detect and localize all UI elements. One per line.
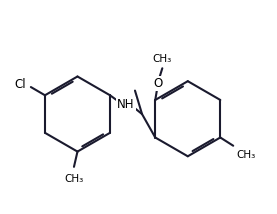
Text: CH₃: CH₃	[237, 150, 256, 160]
Text: CH₃: CH₃	[64, 174, 84, 184]
Text: NH: NH	[117, 98, 135, 111]
Text: CH₃: CH₃	[153, 54, 172, 64]
Text: Cl: Cl	[15, 78, 26, 91]
Text: O: O	[153, 77, 162, 90]
